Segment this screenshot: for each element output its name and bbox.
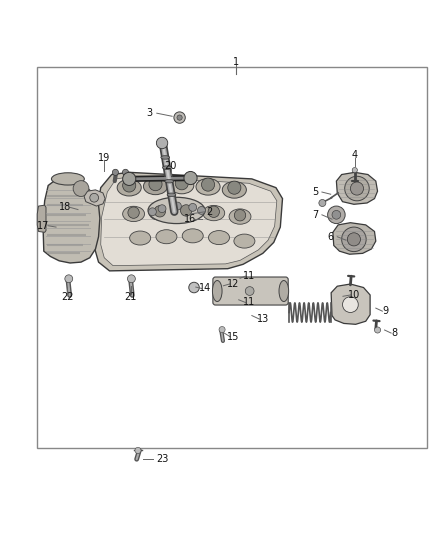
- Ellipse shape: [117, 179, 141, 196]
- Text: 11: 11: [243, 271, 255, 281]
- Ellipse shape: [161, 156, 170, 159]
- Text: 8: 8: [391, 328, 397, 338]
- Text: 16: 16: [184, 214, 196, 224]
- Polygon shape: [331, 284, 370, 324]
- Ellipse shape: [208, 231, 230, 245]
- Circle shape: [345, 176, 369, 201]
- Circle shape: [347, 233, 360, 246]
- Polygon shape: [94, 172, 283, 271]
- Ellipse shape: [149, 205, 171, 220]
- Text: 17: 17: [37, 221, 49, 231]
- Ellipse shape: [212, 280, 222, 302]
- Polygon shape: [43, 177, 100, 263]
- Ellipse shape: [162, 166, 171, 169]
- Circle shape: [123, 179, 136, 192]
- Ellipse shape: [123, 206, 145, 222]
- Circle shape: [149, 177, 162, 191]
- Ellipse shape: [196, 179, 220, 195]
- Circle shape: [350, 182, 364, 195]
- Text: 18: 18: [59, 203, 71, 212]
- Circle shape: [127, 275, 135, 282]
- Circle shape: [184, 172, 197, 184]
- Circle shape: [177, 115, 182, 120]
- Text: 19: 19: [98, 153, 110, 163]
- Circle shape: [73, 181, 89, 197]
- Text: 4: 4: [352, 150, 358, 160]
- Text: 2: 2: [206, 207, 212, 217]
- Circle shape: [219, 327, 225, 333]
- Ellipse shape: [165, 180, 173, 183]
- Text: 5: 5: [312, 187, 318, 197]
- Text: 11: 11: [243, 297, 255, 308]
- Circle shape: [122, 169, 129, 175]
- Circle shape: [90, 193, 99, 202]
- Text: 3: 3: [146, 108, 152, 118]
- Polygon shape: [101, 177, 277, 265]
- Circle shape: [234, 209, 246, 221]
- Text: 12: 12: [227, 279, 240, 289]
- Circle shape: [174, 112, 185, 123]
- Circle shape: [175, 177, 188, 190]
- Text: 7: 7: [312, 210, 318, 220]
- Circle shape: [198, 206, 205, 214]
- Text: 20: 20: [165, 161, 177, 171]
- Text: 21: 21: [124, 292, 137, 302]
- Circle shape: [135, 447, 141, 454]
- Ellipse shape: [148, 197, 205, 223]
- Circle shape: [123, 172, 136, 185]
- Ellipse shape: [52, 173, 84, 185]
- Ellipse shape: [279, 280, 289, 302]
- Ellipse shape: [130, 231, 151, 245]
- Polygon shape: [37, 205, 46, 232]
- Ellipse shape: [229, 209, 251, 224]
- Circle shape: [173, 202, 181, 210]
- Circle shape: [180, 205, 192, 216]
- Ellipse shape: [143, 178, 167, 195]
- Circle shape: [148, 208, 156, 216]
- Ellipse shape: [156, 230, 177, 244]
- Circle shape: [189, 204, 197, 211]
- Circle shape: [112, 169, 118, 175]
- Ellipse shape: [182, 229, 203, 243]
- Circle shape: [342, 227, 366, 252]
- Text: 14: 14: [199, 284, 211, 293]
- Circle shape: [245, 287, 254, 295]
- Circle shape: [189, 282, 199, 293]
- Text: 10: 10: [348, 290, 360, 300]
- Ellipse shape: [170, 177, 194, 194]
- Circle shape: [156, 138, 168, 149]
- Polygon shape: [84, 190, 105, 206]
- Circle shape: [352, 167, 357, 173]
- Circle shape: [65, 275, 73, 282]
- Circle shape: [328, 206, 345, 223]
- Ellipse shape: [223, 182, 246, 198]
- Text: 15: 15: [227, 332, 240, 342]
- Text: 13: 13: [257, 314, 269, 324]
- Circle shape: [228, 181, 241, 194]
- Circle shape: [374, 327, 381, 333]
- Circle shape: [343, 297, 358, 312]
- FancyBboxPatch shape: [213, 277, 288, 305]
- Ellipse shape: [203, 205, 225, 221]
- Text: 9: 9: [382, 306, 389, 316]
- Text: 23: 23: [156, 454, 168, 464]
- Polygon shape: [336, 172, 378, 204]
- Text: 6: 6: [328, 232, 334, 242]
- Polygon shape: [333, 223, 376, 254]
- Circle shape: [208, 206, 219, 217]
- Ellipse shape: [234, 234, 255, 248]
- Circle shape: [201, 178, 215, 191]
- Circle shape: [158, 205, 166, 213]
- Ellipse shape: [167, 193, 176, 197]
- Ellipse shape: [175, 204, 197, 220]
- Circle shape: [128, 207, 139, 219]
- Text: 22: 22: [61, 292, 73, 302]
- Circle shape: [154, 206, 166, 217]
- Circle shape: [332, 211, 341, 219]
- Circle shape: [319, 199, 326, 206]
- Text: 1: 1: [233, 57, 239, 67]
